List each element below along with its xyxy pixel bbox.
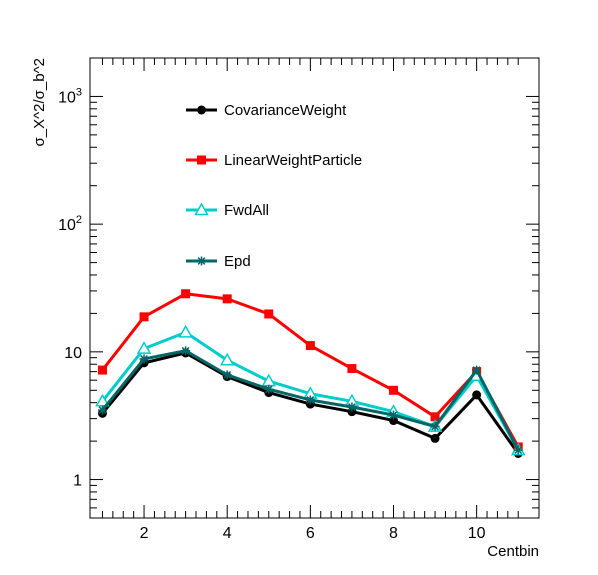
star-stroke xyxy=(348,403,356,411)
y-tick-label-base: 10 xyxy=(64,345,82,362)
star-stroke xyxy=(431,422,439,431)
data-point xyxy=(136,341,152,354)
series-layer xyxy=(95,289,526,458)
plot-frame xyxy=(89,57,540,519)
data-point xyxy=(97,405,107,415)
data-point xyxy=(181,289,191,299)
legend-label: LinearWeightParticle xyxy=(224,152,362,169)
data-point xyxy=(222,294,232,304)
y-tick-label: 1 xyxy=(73,473,82,490)
star-stroke xyxy=(514,446,523,455)
legend-entry: FwdAll xyxy=(186,202,269,219)
legend-label: CovarianceWeight xyxy=(224,102,347,119)
x-tick-label: 4 xyxy=(223,525,232,542)
star-stroke xyxy=(472,366,481,374)
y-axis-label: σ_X^2/σ_b^2 xyxy=(31,58,48,146)
data-point xyxy=(305,341,315,351)
x-tick-label: 2 xyxy=(140,525,149,542)
x-tick-label: 8 xyxy=(389,525,398,542)
legend-entry: CovarianceWeight xyxy=(186,102,347,119)
star-stroke xyxy=(140,355,148,363)
star-stroke xyxy=(389,411,398,419)
data-point xyxy=(139,354,149,364)
legend-marker xyxy=(197,155,206,165)
x-axis: 2 4 6 8 10 xyxy=(101,58,519,542)
data-point xyxy=(347,364,357,374)
star-stroke xyxy=(264,385,273,394)
data-point xyxy=(222,370,232,380)
series-LinearWeightParticle xyxy=(97,289,523,452)
y-tick-label: 102 xyxy=(58,214,82,234)
data-point xyxy=(430,433,440,443)
data-point xyxy=(430,412,440,422)
legend-entry: LinearWeightParticle xyxy=(186,152,362,169)
legend: CovarianceWeight LinearWeightParticle FwdA… xyxy=(186,102,362,270)
data-point xyxy=(305,395,315,405)
data-point xyxy=(472,365,482,375)
star-stroke xyxy=(223,370,232,379)
data-point xyxy=(347,402,357,412)
data-point xyxy=(430,422,440,432)
data-point xyxy=(513,445,523,455)
data-point xyxy=(472,390,482,400)
data-point xyxy=(388,385,398,395)
series-Epd xyxy=(97,346,523,455)
data-point xyxy=(97,365,107,375)
legend-marker xyxy=(197,256,206,266)
legend-label: Epd xyxy=(224,253,251,270)
data-point xyxy=(388,410,398,420)
y-tick-label: 10 xyxy=(64,345,82,362)
data-point xyxy=(178,324,193,338)
legend-label: FwdAll xyxy=(224,202,269,219)
y-tick-label-base: 10 xyxy=(58,89,76,106)
star-stroke xyxy=(197,257,206,265)
y-tick-label-exponent: 2 xyxy=(76,214,82,226)
data-point xyxy=(219,352,235,366)
star-stroke xyxy=(98,406,107,414)
data-point xyxy=(264,309,274,319)
y-tick-label-base: 10 xyxy=(58,217,76,234)
data-point xyxy=(264,384,274,394)
x-tick-label: 10 xyxy=(468,525,486,542)
y-tick-label: 103 xyxy=(58,86,82,106)
legend-entry: Epd xyxy=(186,253,251,270)
x-axis-label: Centbin xyxy=(487,543,539,560)
legend-marker xyxy=(197,105,206,115)
x-tick-label: 6 xyxy=(306,525,315,542)
data-point xyxy=(181,346,191,356)
y-tick-label-exponent: 3 xyxy=(76,86,82,98)
star-stroke xyxy=(306,396,315,404)
star-stroke xyxy=(181,346,190,355)
y-tick-label-base: 1 xyxy=(73,473,82,490)
legend-marker xyxy=(194,202,209,216)
series-line xyxy=(101,292,520,448)
data-point xyxy=(139,312,149,322)
